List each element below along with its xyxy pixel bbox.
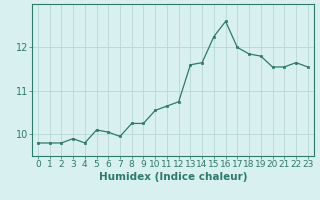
X-axis label: Humidex (Indice chaleur): Humidex (Indice chaleur): [99, 172, 247, 182]
